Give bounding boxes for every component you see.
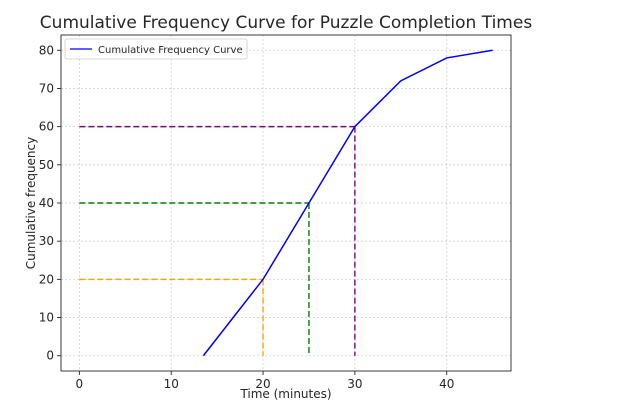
legend: Cumulative Frequency Curve — [64, 38, 248, 60]
y-tick-label: 0 — [46, 349, 54, 363]
chart-title: Cumulative Frequency Curve for Puzzle Co… — [40, 13, 533, 33]
y-tick-label: 60 — [39, 120, 54, 134]
x-tick-label: 40 — [439, 377, 454, 391]
reference-lines — [79, 125, 356, 356]
y-tick-label: 10 — [39, 311, 54, 325]
y-tick-label: 30 — [39, 234, 54, 248]
y-tick-label: 40 — [39, 196, 54, 210]
x-tick-label: 30 — [347, 377, 362, 391]
legend-label: Cumulative Frequency Curve — [98, 45, 243, 56]
y-axis-label: Cumulative frequency — [24, 137, 38, 270]
x-ticks: 0 10 20 30 40 — [76, 371, 454, 391]
y-tick-label: 20 — [39, 272, 54, 286]
y-ticks: 0 10 20 30 40 50 60 70 80 — [39, 43, 61, 363]
legend-box — [64, 38, 248, 60]
series-line — [202, 49, 493, 357]
x-axis-label: Time (minutes) — [239, 387, 331, 401]
x-tick-label: 10 — [164, 377, 179, 391]
series-layer — [202, 49, 493, 357]
x-tick-label: 0 — [76, 377, 84, 391]
y-tick-label: 50 — [39, 158, 54, 172]
y-tick-label: 70 — [39, 81, 54, 95]
x-tick-label: 20 — [255, 377, 270, 391]
y-tick-label: 80 — [39, 43, 54, 57]
